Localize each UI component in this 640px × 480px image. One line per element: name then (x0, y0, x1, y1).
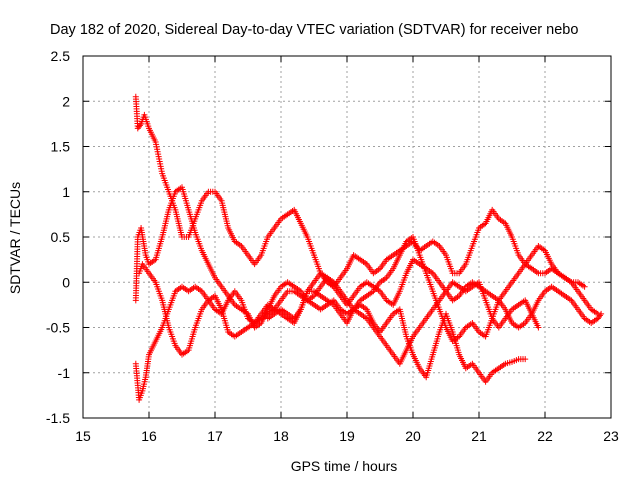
x-tick-label: 23 (603, 428, 619, 444)
tick-labels: 15 16 17 18 19 20 21 22 23 -1.5 -1 -0.5 0 0.5 1 1.5 2 2.5 (46, 48, 619, 444)
x-tick-label: 19 (339, 428, 355, 444)
y-tick-label: 2.5 (51, 48, 71, 64)
x-tick-label: 18 (273, 428, 289, 444)
x-tick-label: 21 (471, 428, 487, 444)
y-tick-label: 1 (62, 184, 70, 200)
x-tick-label: 20 (405, 428, 421, 444)
data-point-marker (581, 283, 588, 290)
y-tick-label: 2 (62, 93, 70, 109)
x-tick-label: 17 (207, 428, 223, 444)
y-tick-label: 1.5 (51, 139, 71, 155)
data-point-marker (535, 324, 542, 331)
x-tick-label: 15 (75, 428, 91, 444)
data-markers (132, 93, 605, 403)
y-tick-label: 0.5 (51, 229, 71, 245)
x-tick-label: 22 (537, 428, 553, 444)
y-axis-label: SDTVAR / TECUs (7, 182, 23, 294)
x-axis-label: GPS time / hours (291, 458, 398, 474)
series-track-e (264, 256, 605, 331)
y-tick-label: -1.5 (46, 410, 70, 426)
data-point-marker (522, 356, 529, 363)
x-tick-label: 16 (141, 428, 157, 444)
plot-frame (82, 55, 612, 419)
y-tick-label: -1 (58, 365, 71, 381)
data-point-marker (598, 310, 605, 317)
y-tick-label: 0 (62, 274, 70, 290)
chart-title: Day 182 of 2020, Sidereal Day-to-day VTE… (50, 22, 578, 38)
y-tick-label: -0.5 (46, 320, 70, 336)
